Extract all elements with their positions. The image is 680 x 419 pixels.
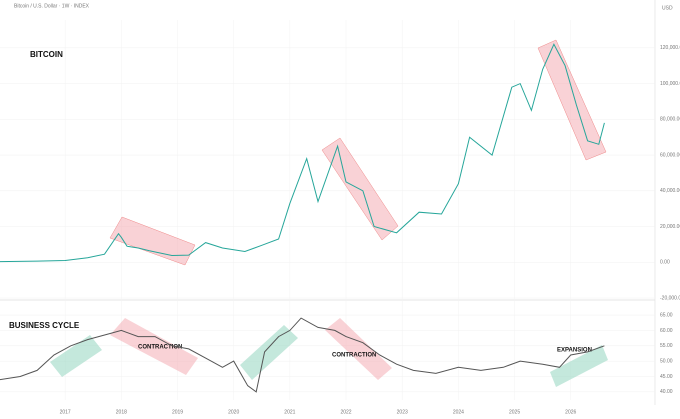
y-tick-label: 40,000.00 — [660, 188, 680, 194]
y-tick-label: 40.00 — [660, 389, 673, 395]
annotation: CONTRACTION — [332, 353, 376, 359]
contraction-zone — [325, 318, 392, 380]
annotation: BITCOIN — [30, 50, 63, 59]
expansion-zone — [550, 345, 608, 387]
x-tick-label: 2026 — [565, 409, 576, 415]
y-tick-label: 55.00 — [660, 343, 673, 349]
y-tick-label: -20,000.00 — [660, 295, 680, 301]
x-tick-label: 2024 — [453, 409, 464, 415]
y-tick-label: 120,000.00 — [660, 45, 680, 51]
y-tick-label: 45.00 — [660, 374, 673, 380]
series-line — [0, 317, 605, 393]
x-tick-label: 2020 — [228, 409, 239, 415]
y-tick-label: 20,000.00 — [660, 224, 680, 230]
y-tick-label: 60,000.00 — [660, 152, 680, 158]
y-tick-label: 100,000.00 — [660, 81, 680, 87]
y-tick-label: 0.00 — [660, 260, 670, 266]
y-tick-label: 80,000.00 — [660, 117, 680, 123]
x-tick-label: 2022 — [340, 409, 351, 415]
x-tick-label: 2018 — [116, 409, 127, 415]
annotation: BUSINESS CYCLE — [9, 321, 80, 330]
contraction-zone — [109, 216, 196, 266]
series-line — [0, 43, 605, 263]
x-tick-label: 2021 — [284, 409, 295, 415]
y-tick-label: 50.00 — [660, 358, 673, 364]
symbol-header: Bitcoin / U.S. Dollar · 1W · INDEX — [14, 3, 90, 9]
expansion-zone — [240, 325, 298, 380]
contraction-zone — [537, 39, 607, 161]
expansion-zone — [50, 335, 102, 377]
x-tick-label: 2019 — [172, 409, 183, 415]
x-tick-label: 2023 — [397, 409, 408, 415]
annotation: CONTRACTION — [138, 345, 182, 351]
currency: USD — [662, 5, 673, 11]
annotation: EXPANSION — [557, 348, 592, 354]
y-tick-label: 65.00 — [660, 312, 673, 318]
y-tick-label: 60.00 — [660, 328, 673, 334]
x-tick-label: 2025 — [509, 409, 520, 415]
x-tick-label: 2017 — [60, 409, 71, 415]
contraction-zone — [110, 318, 198, 375]
